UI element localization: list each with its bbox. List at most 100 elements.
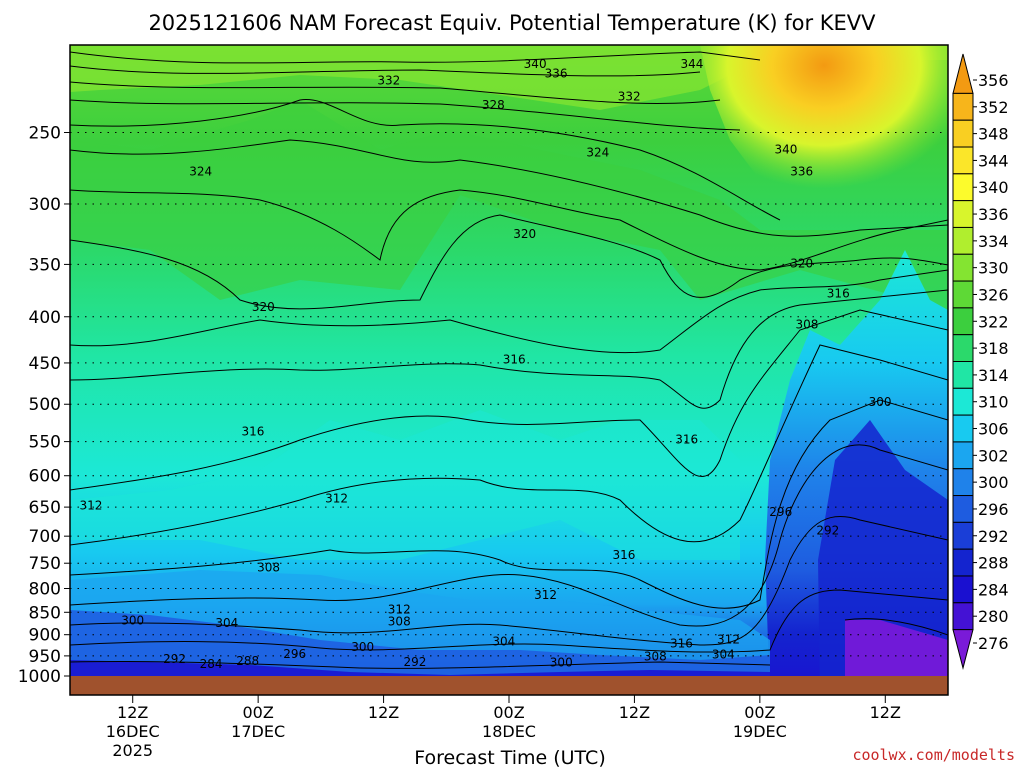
contour-label: 296 (283, 647, 306, 661)
contour-label-text: 328 (482, 98, 505, 112)
contour-label-text: 288 (236, 654, 259, 668)
y-tick-label: 600 (29, 467, 61, 487)
colorbar-label: 300 (978, 473, 1009, 492)
contour-label: 316 (503, 352, 526, 366)
colorbar-swatch (952, 334, 974, 363)
ground-strip (70, 676, 948, 695)
colorbar-swatch (952, 387, 974, 416)
colorbar-swatch (952, 548, 974, 577)
colorbar-swatch (952, 441, 974, 470)
contour-labels: 340 3443363323323283403363243243203203163… (79, 57, 891, 671)
contour-label-text: 324 (586, 145, 609, 159)
x-tick-date: 18DEC (482, 722, 536, 741)
contour-label-text: 284 (200, 657, 223, 671)
contour-label-text: 292 (163, 652, 186, 666)
contour-label-text: 308 (257, 560, 280, 574)
contour-label: 300 (351, 640, 374, 654)
colorbar-swatch (952, 361, 974, 389)
contour-line (70, 81, 721, 104)
colorbar-swatch (952, 146, 974, 175)
x-tick-label: 12Z (870, 703, 901, 722)
y-tick-label: 400 (29, 308, 61, 328)
y-tick-label: 250 (29, 123, 61, 143)
contour-label: 312 (388, 603, 411, 617)
colorbar-label: 334 (978, 232, 1009, 251)
contour-label: 320 (790, 256, 813, 270)
contour-label: 300 (121, 613, 144, 627)
colorbar-swatch (952, 521, 974, 550)
contour-label-text: 324 (189, 164, 212, 178)
colorbar-swatch (952, 253, 974, 282)
chart-title: 2025121606 NAM Forecast Equiv. Potential… (148, 11, 876, 35)
contour-label-text: 320 (513, 227, 536, 241)
contour-label: 296 (769, 505, 792, 519)
contour-label-text: 316 (241, 425, 264, 439)
y-tick-label: 300 (29, 195, 61, 215)
contour-label: 316 (241, 425, 264, 439)
contour-line (70, 444, 948, 627)
y-tick-label: 350 (29, 255, 61, 275)
contour-label-text: 312 (325, 492, 348, 506)
contour-line (70, 214, 948, 310)
contour-line (70, 189, 948, 271)
contour-lines (70, 51, 948, 669)
contour-label: 288 (236, 654, 259, 668)
colorbar-label: 326 (978, 285, 1009, 304)
colorbar-label: 296 (978, 500, 1009, 519)
x-tick-label: 00Z (242, 703, 273, 722)
field-region-green (70, 100, 948, 310)
contour-label: 332 (618, 89, 641, 103)
contour-label: 344 (680, 57, 703, 71)
contour-label: 340 (524, 57, 547, 71)
contour-label: 308 (795, 318, 818, 332)
colorbar-label: 336 (978, 205, 1009, 224)
colorbar-label: 288 (978, 554, 1009, 573)
colorbar-swatch (952, 602, 974, 631)
contour-label: 316 (613, 548, 636, 562)
contour-line (70, 99, 741, 131)
contour-line (70, 344, 948, 546)
contour-line (70, 309, 948, 491)
contour-label-text: 296 (769, 505, 792, 519)
colorbar-label: 292 (978, 527, 1009, 546)
contour-line (70, 399, 948, 609)
contour-label: 300 (550, 655, 573, 669)
colorbar: 356 352 348 344 340 336 334 330 326 322 318 314 310 3… (952, 53, 1009, 670)
contour-line (70, 289, 948, 409)
colorbar-swatch (952, 200, 974, 228)
contour-label-text: 340 (775, 142, 798, 156)
contour-label-text: 332 (377, 74, 400, 88)
contour-label-text: 340 (524, 57, 547, 71)
contour-label: 324 (189, 164, 212, 178)
colorbar-swatch (952, 307, 974, 336)
contour-label-text: 300 (351, 640, 374, 654)
y-tick-label: 700 (29, 527, 61, 547)
contour-label: 312 (717, 632, 740, 646)
colorbar-swatch (952, 414, 974, 443)
contour-line (70, 589, 948, 653)
colorbar-label: 306 (978, 420, 1009, 439)
colorbar-label: 340 (978, 178, 1009, 197)
contour-label: 312 (79, 498, 102, 512)
contour-label: 284 (200, 657, 223, 671)
contour-label: 312 (325, 492, 348, 506)
colorbar-label: 330 (978, 259, 1009, 278)
contour-label-text: 320 (790, 256, 813, 270)
colorbar-label: 284 (978, 580, 1009, 599)
contour-label-text: 316 (613, 548, 636, 562)
contour-label: 324 (586, 145, 609, 159)
colorbar-label: 348 (978, 125, 1009, 144)
colorbar-swatch (952, 53, 974, 94)
colorbar-swatch (952, 575, 974, 604)
contour-label-text: 308 (644, 650, 667, 664)
contour-label-text: 304 (492, 635, 515, 649)
contour-label: 336 (545, 66, 568, 80)
x-tick-year: 2025 (112, 741, 153, 760)
colorbar-label: 344 (978, 151, 1009, 170)
contour-line (70, 139, 948, 237)
colorbar-label: 352 (978, 98, 1009, 117)
x-axis-label: Forecast Time (UTC) (414, 747, 605, 768)
contour-line (70, 269, 948, 354)
colorbar-label: 310 (978, 393, 1009, 412)
contour-line (70, 660, 771, 669)
